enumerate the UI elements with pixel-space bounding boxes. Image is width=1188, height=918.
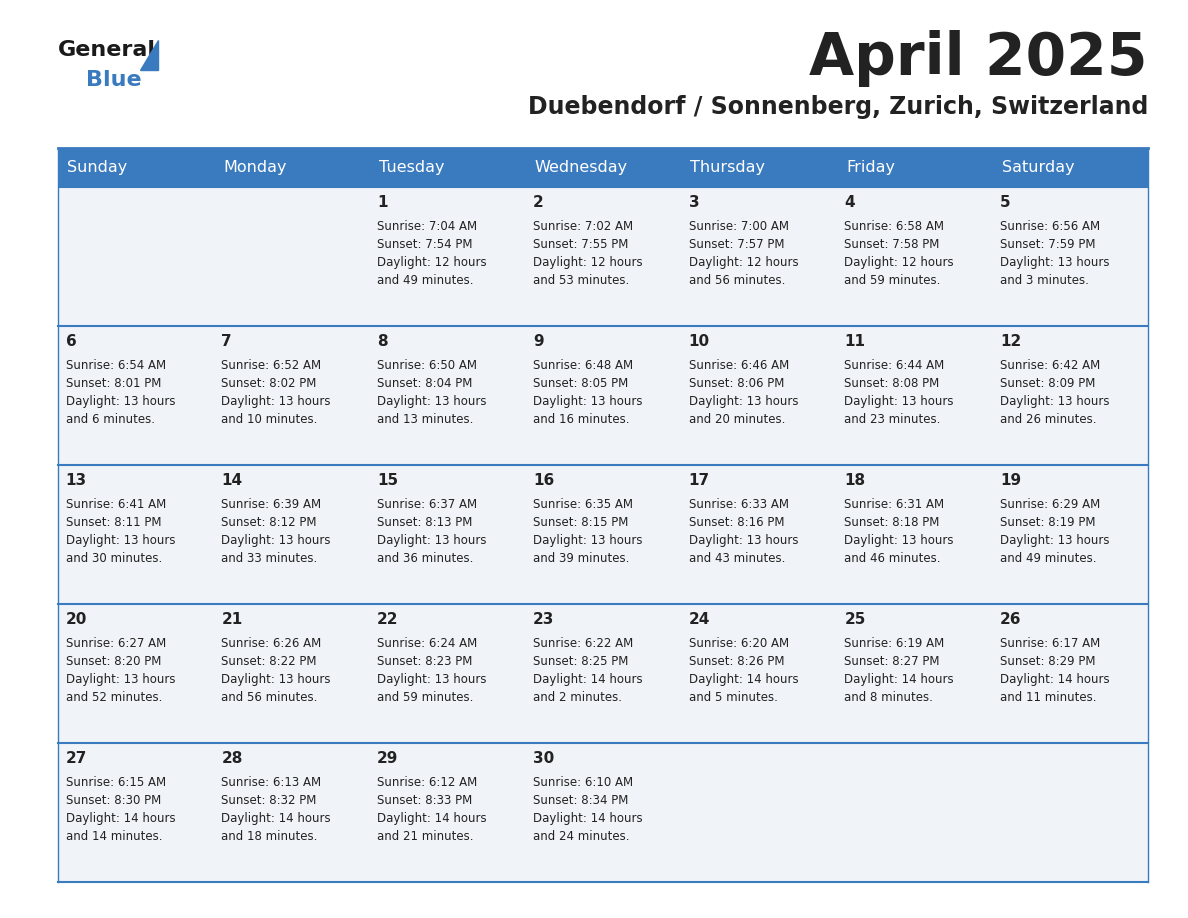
Bar	[369, 148, 525, 187]
Text: Duebendorf / Sonnenberg, Zurich, Switzerland: Duebendorf / Sonnenberg, Zurich, Switzer…	[527, 95, 1148, 119]
Text: Sunday: Sunday	[68, 160, 127, 175]
Text: Sunrise: 6:58 AM
Sunset: 7:58 PM
Daylight: 12 hours
and 59 minutes.: Sunrise: 6:58 AM Sunset: 7:58 PM Dayligh…	[845, 219, 954, 286]
Bar	[836, 148, 992, 187]
Text: 4: 4	[845, 196, 855, 210]
Text: Tuesday: Tuesday	[379, 160, 444, 175]
Text: Sunrise: 6:19 AM
Sunset: 8:27 PM
Daylight: 14 hours
and 8 minutes.: Sunrise: 6:19 AM Sunset: 8:27 PM Dayligh…	[845, 637, 954, 704]
Text: 20: 20	[65, 612, 87, 627]
Text: Sunrise: 6:48 AM
Sunset: 8:05 PM
Daylight: 13 hours
and 16 minutes.: Sunrise: 6:48 AM Sunset: 8:05 PM Dayligh…	[533, 359, 643, 426]
Text: Wednesday: Wednesday	[535, 160, 627, 175]
Text: Sunrise: 6:10 AM
Sunset: 8:34 PM
Daylight: 14 hours
and 24 minutes.: Sunrise: 6:10 AM Sunset: 8:34 PM Dayligh…	[533, 776, 643, 843]
Text: General: General	[58, 40, 156, 60]
Text: 9: 9	[533, 334, 544, 350]
Text: Sunrise: 6:29 AM
Sunset: 8:19 PM
Daylight: 13 hours
and 49 minutes.: Sunrise: 6:29 AM Sunset: 8:19 PM Dayligh…	[1000, 498, 1110, 565]
Text: Sunrise: 6:17 AM
Sunset: 8:29 PM
Daylight: 14 hours
and 11 minutes.: Sunrise: 6:17 AM Sunset: 8:29 PM Dayligh…	[1000, 637, 1110, 704]
Bar	[525, 148, 681, 187]
Bar	[681, 148, 836, 187]
Text: 15: 15	[378, 474, 398, 488]
Text: 13: 13	[65, 474, 87, 488]
Text: Sunrise: 6:35 AM
Sunset: 8:15 PM
Daylight: 13 hours
and 39 minutes.: Sunrise: 6:35 AM Sunset: 8:15 PM Dayligh…	[533, 498, 643, 565]
Text: 7: 7	[221, 334, 232, 350]
Text: 30: 30	[533, 751, 554, 767]
Text: Friday: Friday	[846, 160, 895, 175]
Bar	[58, 326, 1148, 465]
Text: 23: 23	[533, 612, 555, 627]
Text: 12: 12	[1000, 334, 1022, 350]
Text: Sunrise: 7:02 AM
Sunset: 7:55 PM
Daylight: 12 hours
and 53 minutes.: Sunrise: 7:02 AM Sunset: 7:55 PM Dayligh…	[533, 219, 643, 286]
Text: Sunrise: 6:20 AM
Sunset: 8:26 PM
Daylight: 14 hours
and 5 minutes.: Sunrise: 6:20 AM Sunset: 8:26 PM Dayligh…	[689, 637, 798, 704]
Text: 6: 6	[65, 334, 76, 350]
Text: 17: 17	[689, 474, 709, 488]
Text: Sunrise: 6:41 AM
Sunset: 8:11 PM
Daylight: 13 hours
and 30 minutes.: Sunrise: 6:41 AM Sunset: 8:11 PM Dayligh…	[65, 498, 176, 565]
Bar	[58, 743, 1148, 882]
Text: Sunrise: 6:50 AM
Sunset: 8:04 PM
Daylight: 13 hours
and 13 minutes.: Sunrise: 6:50 AM Sunset: 8:04 PM Dayligh…	[378, 359, 487, 426]
Text: Sunrise: 7:00 AM
Sunset: 7:57 PM
Daylight: 12 hours
and 56 minutes.: Sunrise: 7:00 AM Sunset: 7:57 PM Dayligh…	[689, 219, 798, 286]
Text: Monday: Monday	[223, 160, 286, 175]
Text: Blue: Blue	[86, 70, 141, 90]
Text: 3: 3	[689, 196, 700, 210]
Text: 11: 11	[845, 334, 865, 350]
Text: 27: 27	[65, 751, 87, 767]
Text: Sunrise: 6:15 AM
Sunset: 8:30 PM
Daylight: 14 hours
and 14 minutes.: Sunrise: 6:15 AM Sunset: 8:30 PM Dayligh…	[65, 776, 176, 843]
Text: Sunrise: 6:39 AM
Sunset: 8:12 PM
Daylight: 13 hours
and 33 minutes.: Sunrise: 6:39 AM Sunset: 8:12 PM Dayligh…	[221, 498, 331, 565]
Text: Sunrise: 6:52 AM
Sunset: 8:02 PM
Daylight: 13 hours
and 10 minutes.: Sunrise: 6:52 AM Sunset: 8:02 PM Dayligh…	[221, 359, 331, 426]
Bar	[58, 187, 1148, 326]
Text: Sunrise: 6:42 AM
Sunset: 8:09 PM
Daylight: 13 hours
and 26 minutes.: Sunrise: 6:42 AM Sunset: 8:09 PM Dayligh…	[1000, 359, 1110, 426]
Bar	[58, 148, 214, 187]
Text: Sunrise: 6:46 AM
Sunset: 8:06 PM
Daylight: 13 hours
and 20 minutes.: Sunrise: 6:46 AM Sunset: 8:06 PM Dayligh…	[689, 359, 798, 426]
Text: 29: 29	[378, 751, 399, 767]
Text: Sunrise: 6:33 AM
Sunset: 8:16 PM
Daylight: 13 hours
and 43 minutes.: Sunrise: 6:33 AM Sunset: 8:16 PM Dayligh…	[689, 498, 798, 565]
Polygon shape	[140, 40, 158, 70]
Text: Sunrise: 6:24 AM
Sunset: 8:23 PM
Daylight: 13 hours
and 59 minutes.: Sunrise: 6:24 AM Sunset: 8:23 PM Dayligh…	[378, 637, 487, 704]
Text: Sunrise: 6:22 AM
Sunset: 8:25 PM
Daylight: 14 hours
and 2 minutes.: Sunrise: 6:22 AM Sunset: 8:25 PM Dayligh…	[533, 637, 643, 704]
Text: 26: 26	[1000, 612, 1022, 627]
Text: Sunrise: 6:44 AM
Sunset: 8:08 PM
Daylight: 13 hours
and 23 minutes.: Sunrise: 6:44 AM Sunset: 8:08 PM Dayligh…	[845, 359, 954, 426]
Text: 28: 28	[221, 751, 242, 767]
Text: 24: 24	[689, 612, 710, 627]
Text: 18: 18	[845, 474, 866, 488]
Text: 16: 16	[533, 474, 554, 488]
Text: 14: 14	[221, 474, 242, 488]
Text: 5: 5	[1000, 196, 1011, 210]
Text: April 2025: April 2025	[809, 30, 1148, 87]
Bar	[58, 604, 1148, 743]
Text: Thursday: Thursday	[690, 160, 765, 175]
Text: 8: 8	[378, 334, 387, 350]
Text: Sunrise: 6:37 AM
Sunset: 8:13 PM
Daylight: 13 hours
and 36 minutes.: Sunrise: 6:37 AM Sunset: 8:13 PM Dayligh…	[378, 498, 487, 565]
Text: Sunrise: 6:54 AM
Sunset: 8:01 PM
Daylight: 13 hours
and 6 minutes.: Sunrise: 6:54 AM Sunset: 8:01 PM Dayligh…	[65, 359, 176, 426]
Text: Sunrise: 7:04 AM
Sunset: 7:54 PM
Daylight: 12 hours
and 49 minutes.: Sunrise: 7:04 AM Sunset: 7:54 PM Dayligh…	[378, 219, 487, 286]
Text: 19: 19	[1000, 474, 1022, 488]
Text: 25: 25	[845, 612, 866, 627]
Text: Sunrise: 6:26 AM
Sunset: 8:22 PM
Daylight: 13 hours
and 56 minutes.: Sunrise: 6:26 AM Sunset: 8:22 PM Dayligh…	[221, 637, 331, 704]
Text: Saturday: Saturday	[1001, 160, 1074, 175]
Bar	[58, 465, 1148, 604]
Text: Sunrise: 6:12 AM
Sunset: 8:33 PM
Daylight: 14 hours
and 21 minutes.: Sunrise: 6:12 AM Sunset: 8:33 PM Dayligh…	[378, 776, 487, 843]
Text: 21: 21	[221, 612, 242, 627]
Bar	[214, 148, 369, 187]
Text: Sunrise: 6:27 AM
Sunset: 8:20 PM
Daylight: 13 hours
and 52 minutes.: Sunrise: 6:27 AM Sunset: 8:20 PM Dayligh…	[65, 637, 176, 704]
Text: 22: 22	[378, 612, 399, 627]
Text: Sunrise: 6:56 AM
Sunset: 7:59 PM
Daylight: 13 hours
and 3 minutes.: Sunrise: 6:56 AM Sunset: 7:59 PM Dayligh…	[1000, 219, 1110, 286]
Text: 2: 2	[533, 196, 544, 210]
Bar	[992, 148, 1148, 187]
Text: Sunrise: 6:13 AM
Sunset: 8:32 PM
Daylight: 14 hours
and 18 minutes.: Sunrise: 6:13 AM Sunset: 8:32 PM Dayligh…	[221, 776, 331, 843]
Text: 1: 1	[378, 196, 387, 210]
Text: 10: 10	[689, 334, 709, 350]
Text: Sunrise: 6:31 AM
Sunset: 8:18 PM
Daylight: 13 hours
and 46 minutes.: Sunrise: 6:31 AM Sunset: 8:18 PM Dayligh…	[845, 498, 954, 565]
